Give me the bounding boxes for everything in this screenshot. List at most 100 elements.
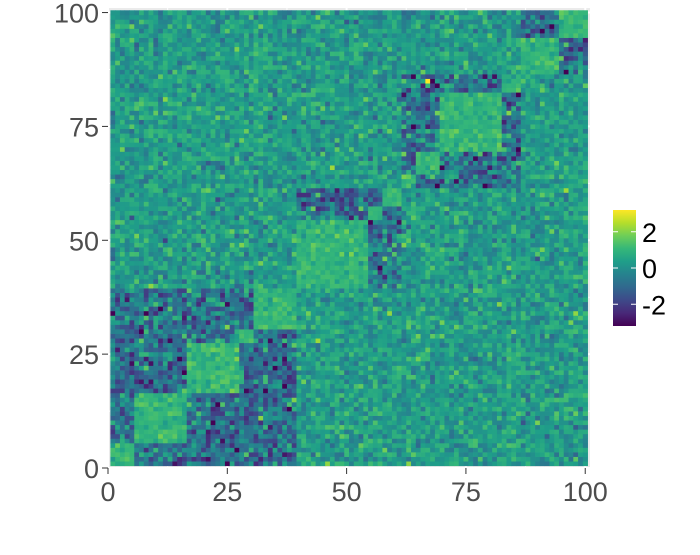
heatmap-cell [339,165,345,171]
heatmap-cell [239,306,245,312]
heatmap-cell [253,64,259,70]
heatmap-cell [172,69,178,75]
heatmap-cell [158,292,164,298]
heatmap-cell [239,233,245,239]
heatmap-cell [134,324,140,330]
heatmap-cell [224,33,231,38]
heatmap-cell [205,115,211,120]
heatmap-cell [282,14,288,20]
heatmap-cell [277,269,283,275]
heatmap-cell [234,169,240,175]
heatmap-cell [220,233,226,239]
heatmap-cell [291,356,297,362]
heatmap-cell [301,28,307,34]
heatmap-cell [201,33,207,38]
heatmap-cell [325,452,331,457]
heatmap-cell [196,119,202,125]
heatmap-cell [124,215,130,221]
heatmap-cell [263,19,269,25]
heatmap-cell [291,461,297,467]
heatmap-cell [263,55,269,61]
heatmap-cell [172,456,178,462]
heatmap-cell [167,228,173,234]
heatmap-cell [201,215,207,221]
heatmap-cell [229,183,235,189]
heatmap-cell [325,456,331,462]
heatmap-cell [272,178,278,184]
heatmap-cell [167,452,173,457]
heatmap-cell [244,374,250,380]
heatmap-cell [201,42,207,48]
heatmap-cell [296,219,302,225]
heatmap-cell [119,265,126,271]
heatmap-cell [139,55,145,61]
heatmap-cell [301,92,307,98]
heatmap-cell [267,233,273,239]
heatmap-cell [277,33,283,38]
heatmap-cell [282,87,288,93]
heatmap-cell [234,96,240,102]
heatmap-cell [229,374,235,380]
heatmap-cell [301,370,307,375]
heatmap-cell [277,238,283,243]
heatmap-cell [329,292,336,298]
heatmap-cell [205,288,211,293]
heatmap-cell [286,388,293,394]
heatmap-cell [272,55,278,61]
heatmap-cell [248,278,254,284]
heatmap-cell [172,133,178,139]
heatmap-cell [301,238,307,243]
heatmap-cell [291,228,297,234]
heatmap-cell [129,46,135,52]
heatmap-cell [263,74,269,79]
heatmap-cell [310,233,316,239]
heatmap-cell [258,411,264,416]
heatmap-cell [248,183,254,189]
heatmap-cell [181,219,188,225]
heatmap-cell [134,128,140,134]
heatmap-cell [143,219,149,225]
heatmap-cell [339,329,345,334]
heatmap-cell [215,306,221,312]
heatmap-cell [110,438,116,444]
heatmap-cell [110,92,116,98]
heatmap-cell [263,146,269,152]
heatmap-cell [191,42,197,48]
heatmap-cell [119,278,126,284]
heatmap-cell [158,60,164,66]
heatmap-cell [124,424,130,430]
heatmap-cell [291,78,297,84]
heatmap-cell [139,128,145,134]
heatmap-cell [139,69,145,75]
heatmap-cell [234,324,240,330]
heatmap-cell [134,83,140,89]
heatmap-cell [172,401,178,407]
heatmap-cell [181,23,188,29]
heatmap-cell [148,306,154,312]
heatmap-cell [210,201,216,207]
heatmap-cell [115,64,121,70]
heatmap-cell [134,256,140,262]
heatmap-cell [253,215,259,221]
heatmap-cell [134,338,140,344]
heatmap-cell [205,28,211,34]
heatmap-cell [158,397,164,403]
heatmap-cell [229,201,235,207]
heatmap-cell [220,278,226,284]
heatmap-cell [162,101,168,107]
heatmap-cell [310,28,316,34]
heatmap-cell [215,133,221,139]
heatmap-cell [282,278,288,284]
heatmap-cell [167,174,173,180]
heatmap-cell [215,228,221,234]
heatmap-cell [229,238,235,243]
heatmap-cell [110,187,116,193]
heatmap-cell [248,233,254,239]
heatmap-cell [215,174,221,180]
heatmap-cell [186,197,192,202]
heatmap-cell [162,156,168,161]
heatmap-cell [191,392,197,398]
heatmap-cell [229,338,235,344]
heatmap-cell [282,206,288,212]
heatmap-cell [239,461,245,467]
